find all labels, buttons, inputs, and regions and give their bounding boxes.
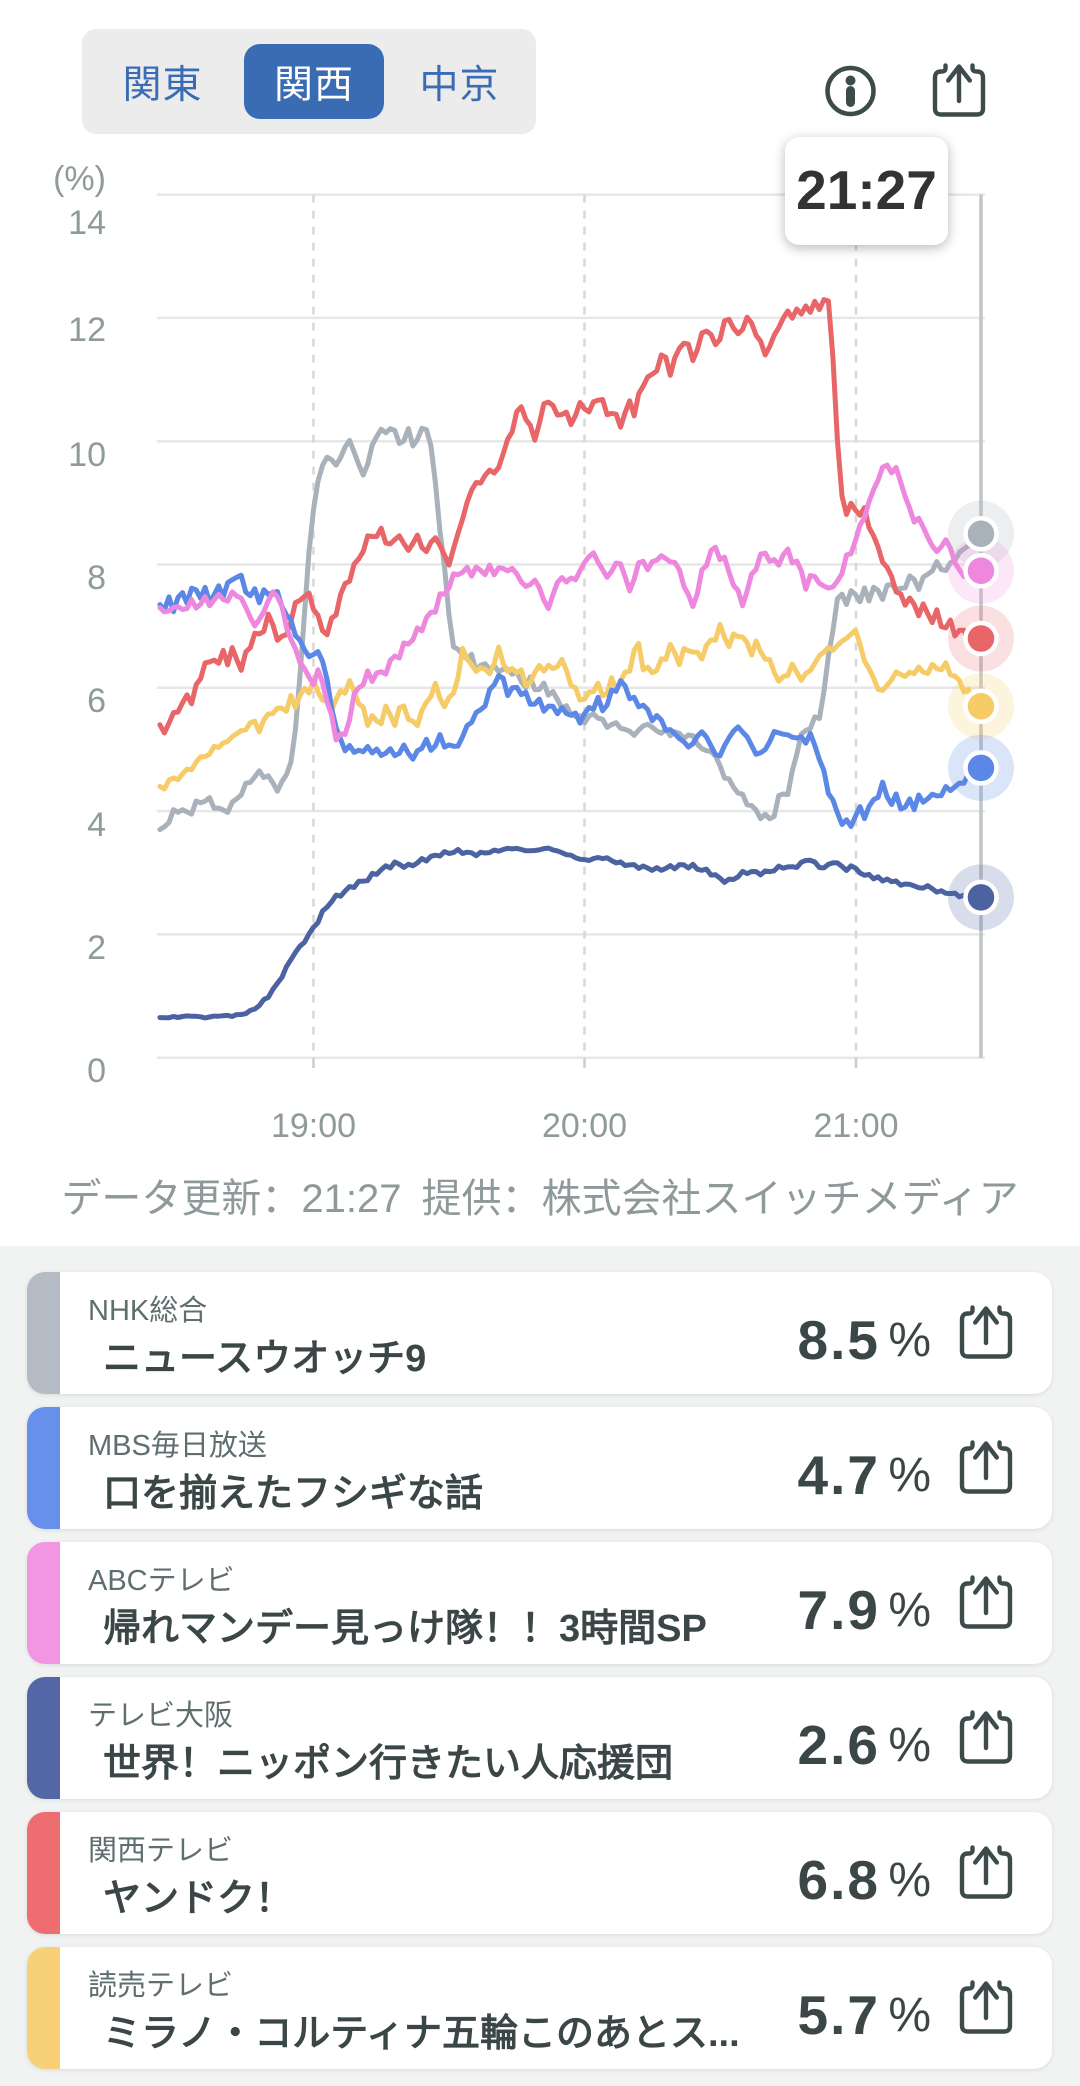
svg-text:19:00: 19:00 <box>271 1107 356 1145</box>
svg-text:12: 12 <box>68 311 106 349</box>
svg-text:20:00: 20:00 <box>542 1107 627 1145</box>
svg-text:2: 2 <box>87 929 106 967</box>
svg-text:10: 10 <box>68 436 106 474</box>
svg-text:8: 8 <box>87 559 106 597</box>
svg-text:6: 6 <box>87 682 106 720</box>
svg-text:(%): (%) <box>53 160 106 198</box>
svg-text:21:00: 21:00 <box>813 1107 898 1145</box>
svg-text:14: 14 <box>68 204 106 242</box>
svg-text:0: 0 <box>87 1052 106 1090</box>
svg-text:4: 4 <box>87 806 106 844</box>
